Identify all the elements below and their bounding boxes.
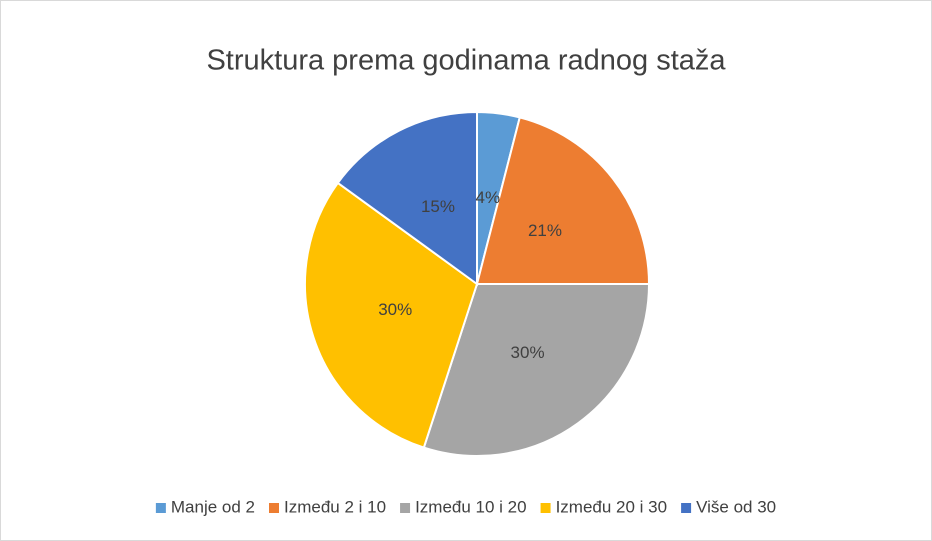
legend-label: Između 2 i 10 bbox=[284, 497, 386, 516]
legend-label: Manje od 2 bbox=[171, 497, 255, 516]
legend-marker bbox=[540, 503, 551, 513]
pie-slice bbox=[422, 283, 651, 457]
data-label: 4% bbox=[475, 188, 500, 207]
data-label: 30% bbox=[511, 343, 545, 362]
pie-slice bbox=[304, 181, 479, 449]
pie-slice bbox=[336, 110, 478, 286]
legend-marker bbox=[155, 503, 166, 513]
legend-label: Više od 30 bbox=[696, 497, 776, 516]
data-label: 15% bbox=[421, 197, 455, 216]
data-label: 30% bbox=[378, 300, 412, 319]
legend-label: Između 10 i 20 bbox=[415, 497, 527, 516]
data-label: 21% bbox=[528, 221, 562, 240]
legend-marker bbox=[400, 503, 411, 513]
chart-title: Struktura prema godinama radnog staža bbox=[206, 45, 726, 77]
pie-slice bbox=[475, 116, 651, 285]
legend-marker bbox=[681, 503, 692, 513]
legend-label: Između 20 i 30 bbox=[556, 497, 668, 516]
legend-marker bbox=[269, 503, 279, 513]
